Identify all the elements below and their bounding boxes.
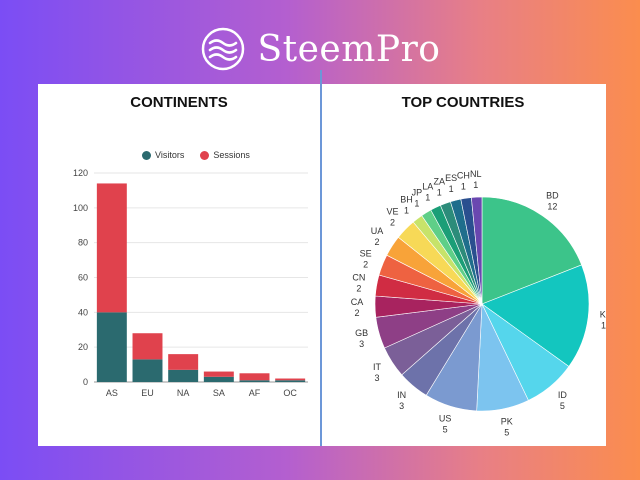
y-tick-label: 0 [83, 377, 88, 387]
pie-value-nl: 1 [473, 180, 478, 190]
pie-value-jp: 1 [414, 198, 419, 208]
bar-oc-visitors [275, 380, 306, 382]
pie-value-ve: 2 [390, 218, 395, 228]
pie-value-ca: 2 [355, 308, 360, 318]
x-tick-label: EU [141, 388, 154, 398]
brand-name: SteemPro [257, 28, 441, 70]
pie-value-kr: 10 [601, 321, 606, 331]
pie-value-la: 1 [425, 192, 430, 202]
pie-slice-kr [481, 264, 590, 367]
pie-slice-nl [471, 196, 483, 305]
steempro-logo-icon [201, 27, 244, 71]
legend-label-visitors: Visitors [155, 150, 185, 160]
pie-label-id: ID [558, 390, 568, 400]
bar-af-sessions [239, 373, 270, 381]
bar-af-visitors [239, 380, 270, 382]
pie-value-za: 1 [437, 188, 442, 198]
bar-na-visitors [168, 369, 199, 382]
pie-label-za: ZA [433, 177, 445, 187]
bar-eu-sessions [132, 333, 163, 360]
legend-label-sessions: Sessions [213, 150, 250, 160]
pie-label-us: US [439, 413, 452, 423]
pie-value-cn: 2 [356, 283, 361, 293]
pie-value-us: 5 [443, 424, 448, 434]
pie-label-ve: VE [387, 207, 399, 217]
y-tick-label: 60 [78, 273, 88, 283]
continents-bar-chart: 0 20 40 60 80 100 120 AS EU NA SA AF OC [73, 168, 308, 398]
bar-as-visitors [96, 312, 127, 382]
bar-sa-sessions [203, 371, 234, 377]
pie-value-gb: 3 [359, 339, 364, 349]
pie-label-ca: CA [351, 297, 364, 307]
y-tick-label: 80 [78, 238, 88, 248]
top-countries-chart-title: TOP COUNTRIES [401, 94, 525, 111]
x-tick-label: SA [213, 388, 225, 398]
top-countries-panel: TOP COUNTRIES BD12KR10ID5PK5US5IN3IT3GB3… [320, 84, 606, 446]
pie-label-kr: KR [600, 310, 606, 320]
pie-value-id: 5 [560, 401, 565, 411]
x-tick-label: NA [177, 388, 190, 398]
pie-label-la: LA [422, 181, 433, 191]
continents-legend: Visitors Sessions [142, 150, 250, 160]
pie-label-ch: CH [457, 170, 470, 180]
pie-value-se: 2 [363, 259, 368, 269]
y-tick-label: 100 [73, 203, 88, 213]
bar-oc-sessions [275, 378, 306, 381]
pie-label-jp: JP [412, 187, 423, 197]
top-countries-pie-chart: BD12KR10ID5PK5US5IN3IT3GB3CA2CN2SE2UA2VE… [351, 169, 606, 438]
bar-eu-visitors [132, 359, 163, 382]
pie-value-ua: 2 [374, 237, 379, 247]
pie-label-bh: BH [400, 194, 413, 204]
pie-label-it: IT [373, 362, 382, 372]
legend-item-visitors: Visitors [142, 150, 184, 160]
x-tick-label: OC [283, 388, 297, 398]
continents-chart-title: CONTINENTS [130, 94, 228, 111]
brand-header: SteemPro [0, 24, 640, 74]
bar-na-sessions [168, 354, 199, 370]
pie-slice-bd [481, 196, 582, 305]
pie-value-pk: 5 [504, 428, 509, 438]
pie-value-it: 3 [374, 373, 379, 383]
pie-label-bd: BD [546, 191, 559, 201]
pie-label-nl: NL [470, 169, 482, 179]
pie-label-in: IN [397, 390, 406, 400]
pie-value-in: 3 [399, 401, 404, 411]
pie-value-es: 1 [449, 184, 454, 194]
bar-as-sessions [96, 183, 127, 313]
legend-swatch-visitors [142, 150, 151, 160]
continents-panel: CONTINENTS Visitors Sessions 0 20 40 60 80 10… [38, 84, 320, 446]
legend-swatch-sessions [200, 150, 210, 160]
pie-label-es: ES [445, 173, 457, 183]
y-tick-label: 40 [78, 307, 88, 317]
pie-label-gb: GB [355, 328, 368, 338]
pie-label-cn: CN [352, 272, 365, 282]
pie-value-ch: 1 [461, 181, 466, 191]
x-tick-label: AS [106, 388, 118, 398]
legend-item-sessions: Sessions [200, 150, 250, 160]
y-tick-label: 20 [78, 342, 88, 352]
pie-value-bd: 12 [547, 202, 557, 212]
x-tick-label: AF [249, 388, 261, 398]
panel-divider [320, 70, 322, 446]
pie-label-se: SE [360, 248, 372, 258]
pie-label-ua: UA [371, 226, 384, 236]
pie-value-bh: 1 [404, 205, 409, 215]
pie-label-pk: PK [501, 417, 513, 427]
y-tick-label: 120 [73, 168, 88, 178]
bar-sa-visitors [203, 376, 234, 382]
